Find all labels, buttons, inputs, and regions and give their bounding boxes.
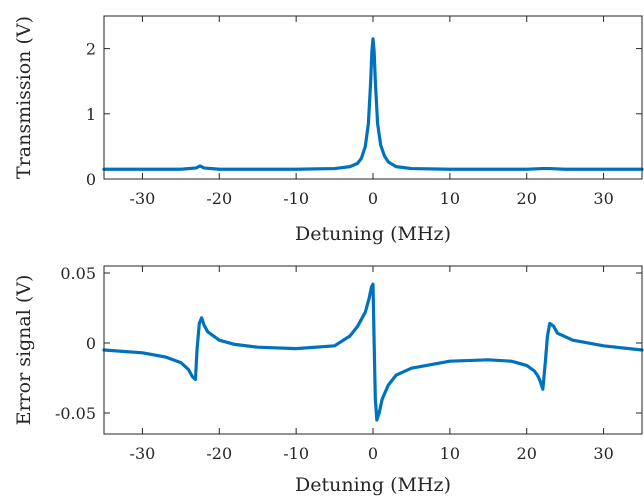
error-signal-panel: -30 -20 -10 0 10 20 30 0.05 0 -0.05 Detuning (MHz)… xyxy=(13,264,644,496)
data-line-0 xyxy=(102,282,644,422)
x-tick-label: 0 xyxy=(368,444,378,463)
y-tick-label: 0.05 xyxy=(60,264,96,283)
y-tick-label: 1 xyxy=(86,105,96,124)
x-axis-title: Detuning (MHz) xyxy=(295,474,451,496)
x-tick-label: 0 xyxy=(368,189,378,208)
x-tick-label: -20 xyxy=(206,444,232,463)
x-tick-label: 10 xyxy=(440,189,460,208)
x-tick-label: 20 xyxy=(517,444,537,463)
x-tick-label: 30 xyxy=(593,189,613,208)
x-tick-label: -10 xyxy=(283,444,309,463)
y-tick-label: -0.05 xyxy=(55,404,96,423)
y-tick-label: 0 xyxy=(86,334,96,353)
x-tick-label: -20 xyxy=(206,189,232,208)
y-tick-label: 0 xyxy=(86,170,96,189)
x-tick-label: -10 xyxy=(283,189,309,208)
x-axis-title: Detuning (MHz) xyxy=(295,223,451,245)
y-tick-label: 2 xyxy=(86,40,96,59)
transmission-panel: -30 -20 -10 0 10 20 30 0 1 2 Detuning (MHz) Transmi… xyxy=(13,15,644,245)
x-tick-label: 10 xyxy=(440,444,460,463)
y-axis-title: Transmission (V) xyxy=(13,16,35,179)
x-tick-label: -30 xyxy=(130,189,156,208)
data-line-0 xyxy=(102,37,644,171)
x-tick-label: -30 xyxy=(130,444,156,463)
x-tick-label: 20 xyxy=(517,189,537,208)
x-tick-label: 30 xyxy=(593,444,613,463)
y-axis-title: Error signal (V) xyxy=(13,275,35,426)
